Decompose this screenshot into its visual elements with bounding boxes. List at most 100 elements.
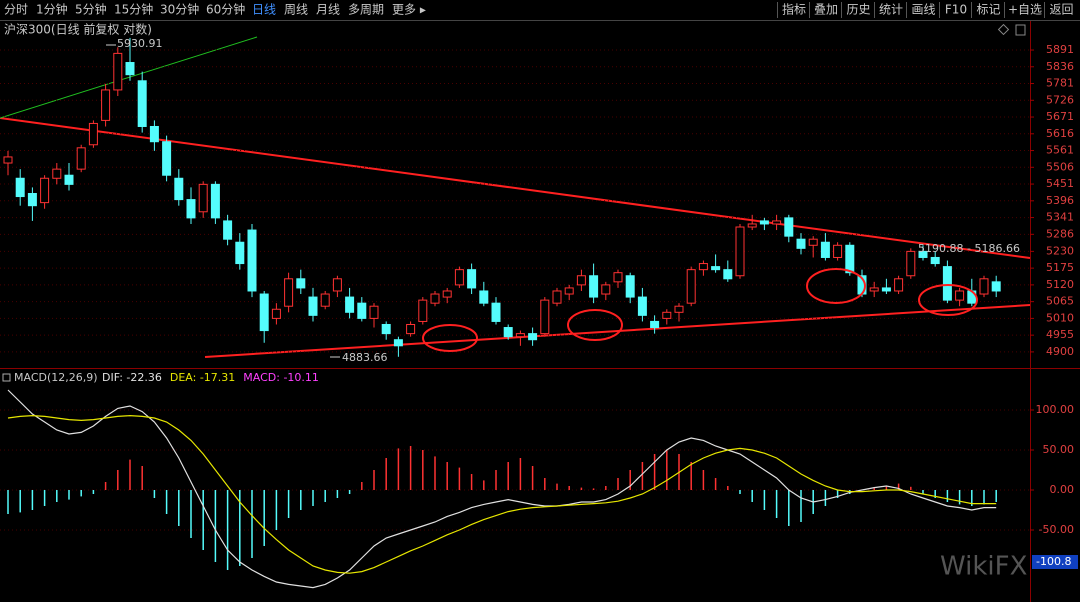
y-tick-label: 5286	[1046, 227, 1074, 240]
legend-box	[2, 373, 11, 382]
candle-body	[772, 220, 782, 225]
support-line	[204, 304, 1031, 358]
candle-body	[918, 250, 928, 258]
tool-button[interactable]: F10	[945, 3, 967, 17]
candle-body	[759, 220, 769, 225]
candle-body	[40, 177, 50, 204]
panel-icon[interactable]	[1015, 24, 1026, 36]
y-tick-label: 5230	[1046, 244, 1074, 257]
period-tab[interactable]: 日线	[252, 3, 276, 17]
tool-button[interactable]: 返回	[1049, 3, 1073, 17]
candle-body	[308, 296, 318, 316]
tool-button[interactable]: 历史	[846, 3, 870, 17]
candle-body	[454, 269, 464, 286]
candle-body	[235, 241, 245, 265]
candle-body	[369, 305, 379, 319]
candle-body	[15, 177, 25, 198]
y-tick-label: 5891	[1046, 43, 1074, 56]
candle-body	[345, 296, 355, 313]
tool-button[interactable]: 指标	[782, 2, 806, 17]
tool-button[interactable]: 标记	[976, 3, 1000, 17]
y-tick-label: 4900	[1046, 345, 1074, 358]
y-tick-label: 5671	[1046, 110, 1074, 123]
candle-body	[198, 183, 208, 213]
period-tab[interactable]: 60分钟	[206, 2, 245, 17]
candle-body	[625, 275, 635, 298]
candle-body	[381, 323, 391, 335]
period-tab[interactable]: 30分钟	[160, 2, 199, 17]
candle-body	[64, 174, 74, 185]
tool-button[interactable]: 叠加	[814, 3, 838, 17]
period-tab[interactable]: 多周期	[348, 3, 384, 17]
chart-title: 沪深300(日线 前复权 对数)	[4, 22, 152, 37]
candle-body	[942, 266, 952, 301]
candle-body	[552, 290, 562, 304]
candle-body	[88, 122, 98, 146]
candle-body	[930, 256, 940, 265]
candle-body	[528, 333, 538, 341]
y-tick-label: 5726	[1046, 93, 1074, 106]
period-tab[interactable]: 周线	[284, 3, 308, 17]
y-tick-label: 5010	[1046, 311, 1074, 324]
candle-body	[332, 278, 342, 292]
cursor-label: -100.8	[1036, 555, 1071, 568]
candle-body	[796, 238, 806, 249]
candle-body	[223, 220, 233, 240]
candle-body	[686, 269, 696, 304]
low-label: 4883.66	[342, 351, 388, 364]
candle-body	[467, 269, 477, 289]
diamond-icon[interactable]	[997, 23, 1010, 36]
candle-body	[869, 287, 879, 292]
candle-body	[357, 302, 367, 319]
candle-body	[137, 80, 147, 127]
candle-body	[564, 287, 574, 295]
candle-body	[27, 193, 37, 207]
cursor-box	[1032, 555, 1078, 569]
candle-body	[174, 177, 184, 201]
legend-entry: MACD: -10.11	[243, 371, 319, 384]
candle-body	[637, 296, 647, 316]
tool-button[interactable]: 画线	[911, 3, 935, 17]
candle-body	[271, 308, 281, 319]
candle-body	[979, 278, 989, 295]
candle-body	[101, 89, 111, 121]
tool-button[interactable]: +自选	[1008, 3, 1042, 17]
candle-body	[296, 278, 306, 289]
y-tick-label: 5451	[1046, 177, 1074, 190]
legend-entry: DEA: -17.31	[170, 371, 235, 384]
candle-body	[601, 284, 611, 295]
candle-body	[613, 272, 623, 283]
candle-body	[576, 275, 586, 286]
y-tick-label: 4955	[1046, 328, 1074, 341]
legend-title: MACD(12,26,9)	[14, 371, 98, 384]
y-tick-label: 50.00	[1043, 443, 1075, 456]
period-tab[interactable]: 1分钟	[36, 2, 68, 17]
candle-body	[479, 290, 489, 304]
candle-body	[955, 290, 965, 301]
period-tab[interactable]: 更多 ▸	[392, 3, 426, 17]
macd-line	[7, 414, 997, 574]
macd-line	[7, 389, 997, 589]
y-tick-label: 5341	[1046, 211, 1074, 224]
candle-body	[247, 229, 257, 292]
candle-body	[711, 266, 721, 271]
tool-button[interactable]: 统计	[879, 3, 903, 17]
candle-body	[406, 323, 416, 335]
candle-body	[991, 281, 1001, 292]
candle-body	[540, 299, 550, 335]
period-tab[interactable]: 5分钟	[75, 2, 107, 17]
period-tab[interactable]: 分时	[4, 3, 28, 17]
candle-body	[442, 290, 452, 298]
candle-body	[698, 263, 708, 271]
candle-body	[833, 244, 843, 258]
candle-body	[662, 311, 672, 319]
period-tab[interactable]: 15分钟	[114, 2, 153, 17]
circle-mark	[567, 309, 623, 341]
candle-body	[186, 199, 196, 219]
period-tab[interactable]: 月线	[316, 3, 340, 17]
candle-body	[491, 302, 501, 322]
candle-body	[845, 244, 855, 274]
candle-body	[906, 250, 916, 277]
